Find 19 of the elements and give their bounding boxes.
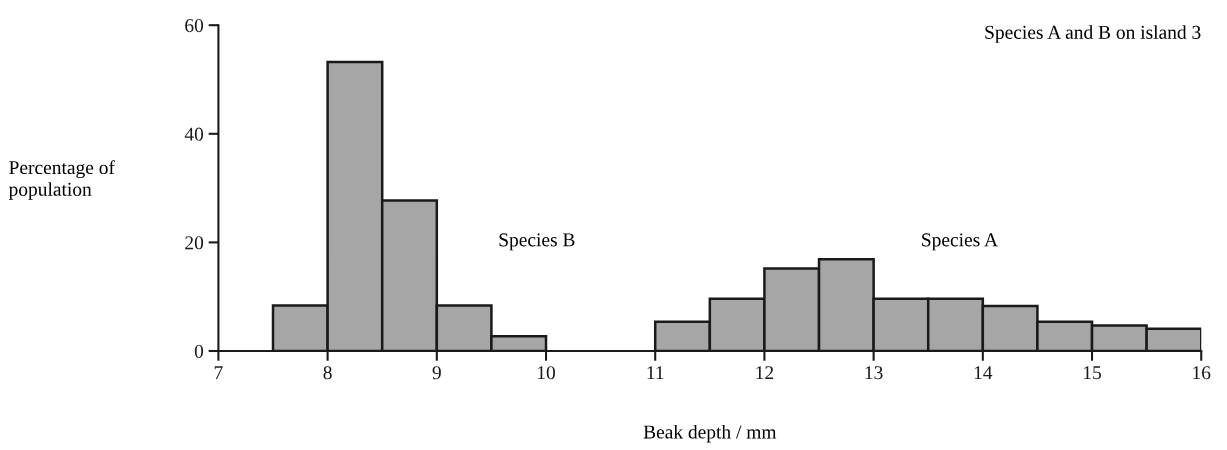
chart-title: Species A and B on island 3 [985,25,1201,43]
x-tick-label: 13 [865,366,883,380]
y-tick-label: 20 [185,236,204,250]
x-tick-label: 9 [432,366,441,380]
annotation: Species B [499,233,575,251]
x-tick-label: 12 [756,366,774,380]
x-tick-label: 14 [974,366,993,380]
annotation: Species A [922,233,998,251]
y-tick-label: 40 [184,127,204,141]
y-axis-title: Percentage of population [8,160,115,200]
x-tick-label: 15 [1084,366,1101,380]
x-tick-label: 8 [323,366,332,380]
y-tick-label: 0 [194,344,204,358]
x-tick-label: 7 [214,366,223,380]
x-tick-label: 10 [538,366,555,380]
x-axis-title: Beak depth / mm [643,424,777,443]
x-tick-label: 16 [1193,366,1211,380]
y-tick-label: 60 [185,19,204,33]
x-tick-label: 11 [647,366,664,380]
